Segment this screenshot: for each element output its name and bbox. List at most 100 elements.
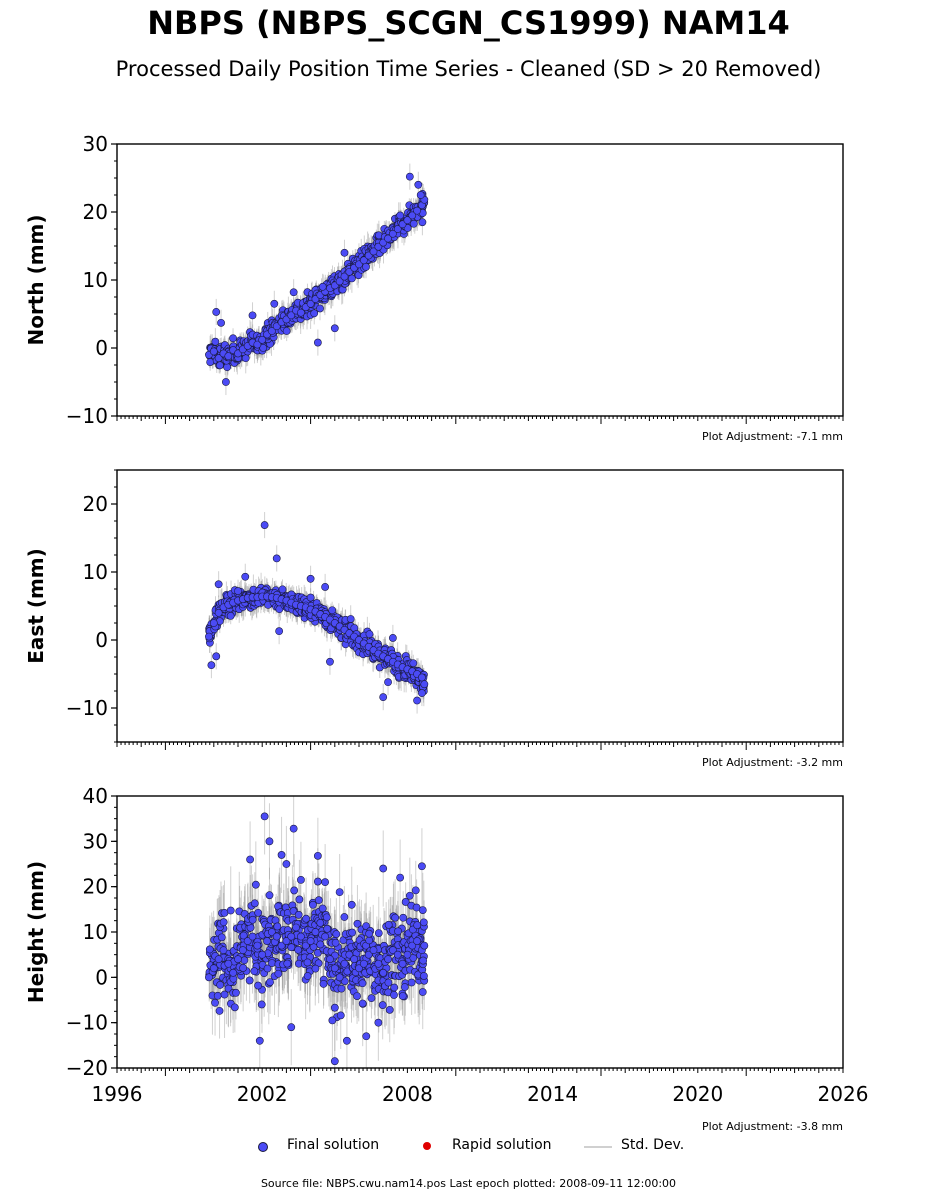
data-point bbox=[287, 932, 296, 941]
data-point bbox=[403, 950, 412, 959]
data-point bbox=[259, 344, 268, 352]
data-point bbox=[358, 999, 367, 1008]
data-point bbox=[364, 950, 373, 959]
data-point bbox=[215, 1006, 224, 1015]
data-point bbox=[217, 933, 226, 942]
data-point bbox=[212, 652, 221, 661]
data-point bbox=[263, 937, 271, 945]
chart-title: NBPS (NBPS_SCGN_CS1999) NAM14 bbox=[147, 4, 790, 42]
data-point bbox=[209, 964, 218, 973]
data-point bbox=[240, 956, 249, 965]
data-point bbox=[418, 689, 426, 697]
x-tick-label: 2020 bbox=[672, 1082, 723, 1106]
data-point bbox=[294, 945, 303, 954]
data-point bbox=[403, 216, 412, 225]
data-point bbox=[374, 929, 383, 937]
data-point bbox=[405, 172, 414, 181]
data-point bbox=[396, 873, 405, 882]
y-tick-label: −10 bbox=[66, 1011, 108, 1035]
data-point bbox=[282, 860, 291, 868]
data-point bbox=[297, 875, 305, 884]
data-point bbox=[393, 225, 402, 233]
data-point bbox=[418, 673, 426, 682]
data-point bbox=[205, 632, 213, 641]
data-point bbox=[306, 574, 315, 583]
data-point bbox=[384, 920, 393, 929]
data-point bbox=[335, 888, 344, 897]
data-point bbox=[331, 938, 340, 947]
data-point bbox=[369, 247, 378, 256]
data-point bbox=[388, 946, 397, 955]
data-point bbox=[282, 327, 291, 335]
data-point bbox=[384, 234, 392, 243]
panel-height: −20 −10 0 10 20 30 40 1996 2002 2008 2014 2020 2026 H… bbox=[24, 784, 868, 1133]
data-point bbox=[311, 928, 320, 936]
data-point bbox=[316, 940, 325, 949]
data-point bbox=[378, 1001, 387, 1009]
data-point bbox=[265, 891, 274, 900]
data-point bbox=[420, 972, 428, 980]
data-point bbox=[359, 959, 368, 968]
data-point bbox=[277, 851, 286, 859]
data-point bbox=[379, 693, 388, 702]
data-point bbox=[348, 928, 357, 937]
time-series-figure: −10 0 10 20 30 North (mm) Plot Adjustment: -7.… bbox=[24, 132, 868, 1133]
data-point bbox=[362, 1032, 371, 1041]
x-tick-label: 2008 bbox=[382, 1082, 433, 1106]
data-point bbox=[248, 311, 257, 320]
legend-label-final: Final solution bbox=[287, 1137, 380, 1153]
data-point bbox=[255, 1036, 264, 1045]
data-point bbox=[278, 585, 287, 594]
data-point bbox=[311, 964, 320, 973]
data-point bbox=[306, 937, 315, 945]
data-point bbox=[294, 910, 303, 919]
data-point bbox=[353, 919, 362, 928]
data-point bbox=[211, 998, 219, 1007]
data-point bbox=[246, 855, 254, 864]
data-point bbox=[347, 900, 356, 909]
data-point bbox=[289, 824, 298, 833]
x-tick-label: 2026 bbox=[818, 1082, 869, 1106]
data-point bbox=[321, 932, 330, 941]
data-point bbox=[214, 608, 223, 617]
data-point bbox=[388, 634, 397, 642]
data-point bbox=[398, 992, 407, 1000]
data-point bbox=[330, 324, 339, 333]
data-point bbox=[400, 983, 409, 991]
data-point bbox=[211, 337, 220, 346]
data-point bbox=[314, 896, 323, 905]
data-point bbox=[306, 593, 315, 602]
data-point bbox=[297, 932, 305, 941]
data-point bbox=[272, 932, 281, 941]
data-point bbox=[265, 837, 274, 846]
data-point bbox=[214, 354, 223, 363]
data-point bbox=[219, 918, 228, 927]
data-point bbox=[318, 904, 327, 913]
data-point bbox=[250, 967, 259, 976]
data-point bbox=[346, 615, 355, 623]
data-point bbox=[322, 913, 331, 922]
data-point bbox=[405, 891, 414, 900]
data-point bbox=[234, 587, 242, 595]
x-tick-label: 2014 bbox=[527, 1082, 578, 1106]
data-point bbox=[306, 299, 315, 308]
data-point bbox=[355, 964, 363, 973]
data-point bbox=[413, 921, 422, 930]
data-point bbox=[374, 1018, 383, 1027]
data-point bbox=[214, 955, 223, 964]
data-point bbox=[205, 973, 213, 982]
data-point bbox=[319, 979, 328, 988]
data-point bbox=[289, 288, 298, 297]
data-point bbox=[358, 979, 367, 988]
data-point bbox=[303, 972, 312, 980]
data-point bbox=[413, 696, 421, 705]
data-point bbox=[277, 941, 286, 950]
data-point bbox=[297, 308, 305, 317]
data-point bbox=[326, 955, 334, 964]
rapid-solution-marker-icon bbox=[423, 1142, 431, 1150]
data-point bbox=[384, 678, 392, 687]
data-point bbox=[347, 274, 356, 283]
data-point bbox=[328, 606, 337, 615]
data-point bbox=[287, 1023, 296, 1032]
legend-label-rapid: Rapid solution bbox=[452, 1137, 552, 1153]
